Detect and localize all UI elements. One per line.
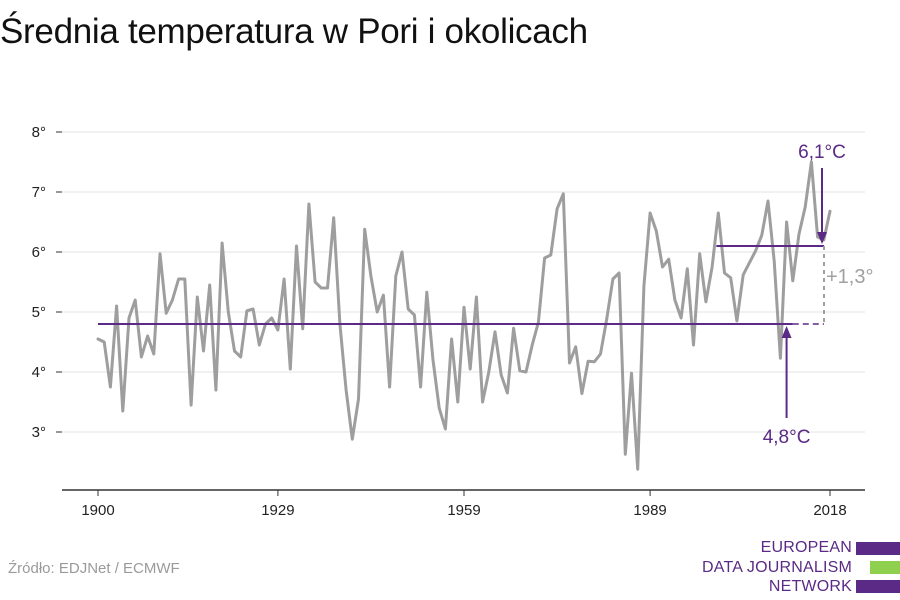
logo-bar-green: [870, 561, 900, 574]
x-tick-label: 2018: [813, 502, 846, 519]
y-tick-label: 6°: [32, 244, 46, 261]
y-tick-label: 4°: [32, 364, 46, 381]
source-note: Źródło: EDJNet / ECMWF: [8, 560, 180, 577]
edjnet-logo: EUROPEAN DATA JOURNALISM NETWORK: [700, 538, 900, 598]
logo-bar-purple-top: [856, 542, 900, 555]
x-tick-label: 1900: [81, 502, 114, 519]
logo-line-2: DATA JOURNALISM: [702, 558, 852, 576]
chart-title: Średnia temperatura w Pori i okolicach: [0, 12, 588, 51]
baseline-mean-label: 4,8°C: [763, 427, 811, 448]
logo-text: EUROPEAN DATA JOURNALISM NETWORK: [702, 538, 852, 597]
baseline-arrowhead: [781, 326, 792, 338]
temperature-series-line: [96, 160, 832, 471]
logo-bar-purple-bottom: [856, 580, 900, 593]
x-tick-label: 1989: [633, 502, 666, 519]
x-tick-label: 1929: [261, 502, 294, 519]
logo-line-1: EUROPEAN: [760, 539, 852, 556]
recent-mean-label: 6,1°C: [798, 142, 846, 163]
y-tick-label: 7°: [32, 184, 46, 201]
y-tick-label: 5°: [32, 304, 46, 321]
recent-mean-arrowhead: [817, 232, 827, 244]
logo-line-3: NETWORK: [768, 578, 852, 595]
y-tick-label: 8°: [32, 124, 46, 141]
x-tick-label: 1959: [447, 502, 480, 519]
y-tick-label: 3°: [32, 424, 46, 441]
difference-label: +1,3°: [826, 266, 873, 288]
